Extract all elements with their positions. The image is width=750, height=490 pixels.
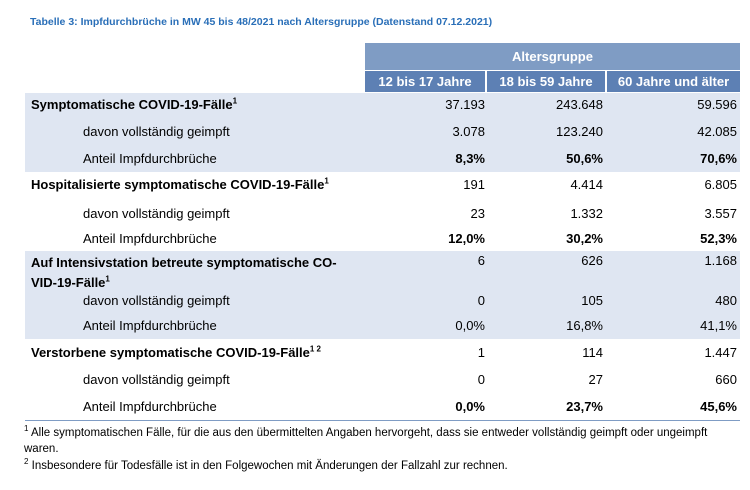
row-label: Anteil Impfdurchbrüche xyxy=(83,318,217,333)
cell-value: 27 xyxy=(588,372,603,387)
row-label: davon vollständig geimpft xyxy=(83,124,230,139)
row-label: Verstorbene symptomatische COVID-19-Fäll… xyxy=(31,344,321,360)
cell-value: 0,0% xyxy=(455,318,485,333)
cell-value: 37.193 xyxy=(445,97,485,112)
cell-value: 114 xyxy=(582,345,603,360)
cell-value: 1.332 xyxy=(570,206,603,221)
table-caption: Tabelle 3: Impfdurchbrüche in MW 45 bis … xyxy=(30,16,493,28)
cell-value: 42.085 xyxy=(697,124,737,139)
cell-value: 8,3% xyxy=(455,151,485,166)
cell-value: 41,1% xyxy=(700,318,737,333)
row-label: Anteil Impfdurchbrüche xyxy=(83,151,217,166)
cell-value: 660 xyxy=(715,372,737,387)
cell-value: 1.447 xyxy=(704,345,737,360)
section-icu: Auf Intensivstation betreute symptomatis… xyxy=(25,251,740,339)
age-group-header: Altersgruppe xyxy=(365,43,740,70)
cell-value: 123.240 xyxy=(556,124,603,139)
column-header-60-plus: 60 Jahre und älter xyxy=(607,71,740,92)
cell-value: 4.414 xyxy=(570,177,603,192)
cell-value: 23,7% xyxy=(566,399,603,414)
cell-value: 3.078 xyxy=(452,124,485,139)
footnote-2: 2 Insbesondere für Todesfälle ist in den… xyxy=(24,457,508,472)
cell-value: 191 xyxy=(463,177,485,192)
cell-value: 1 xyxy=(477,345,485,360)
row-label: Hospitalisierte symptomatische COVID-19-… xyxy=(31,176,329,192)
column-headers: 12 bis 17 Jahre 18 bis 59 Jahre 60 Jahre… xyxy=(365,71,740,92)
cell-value: 30,2% xyxy=(566,231,603,246)
column-header-18-59: 18 bis 59 Jahre xyxy=(487,71,605,92)
cell-value: 45,6% xyxy=(700,399,737,414)
cell-value: 70,6% xyxy=(700,151,737,166)
cell-value: 243.648 xyxy=(556,97,603,112)
section-symptomatic: Symptomatische COVID-19-Fälle1 37.193 24… xyxy=(25,93,740,172)
cell-value: 0,0% xyxy=(455,399,485,414)
column-header-12-17: 12 bis 17 Jahre xyxy=(365,71,485,92)
cell-value: 6 xyxy=(477,253,485,268)
cell-value: 480 xyxy=(715,293,737,308)
cell-value: 12,0% xyxy=(448,231,485,246)
cell-value: 1.168 xyxy=(704,253,737,268)
row-label: Auf Intensivstation betreute symptomatis… xyxy=(31,255,337,290)
row-label: Anteil Impfdurchbrüche xyxy=(83,399,217,414)
footnote-1: 1 Alle symptomatischen Fälle, für die au… xyxy=(24,424,708,455)
row-label: davon vollständig geimpft xyxy=(83,372,230,387)
section-deceased: Verstorbene symptomatische COVID-19-Fäll… xyxy=(25,340,740,419)
cell-value: 50,6% xyxy=(566,151,603,166)
row-label: davon vollständig geimpft xyxy=(83,293,230,308)
row-label: Symptomatische COVID-19-Fälle1 xyxy=(31,96,238,112)
row-label: Anteil Impfdurchbrüche xyxy=(83,231,217,246)
section-hospitalized: Hospitalisierte symptomatische COVID-19-… xyxy=(25,173,740,250)
cell-value: 6.805 xyxy=(704,177,737,192)
cell-value: 23 xyxy=(470,206,485,221)
cell-value: 0 xyxy=(477,293,485,308)
cell-value: 3.557 xyxy=(704,206,737,221)
cell-value: 626 xyxy=(581,253,603,268)
cell-value: 59.596 xyxy=(697,97,737,112)
cell-value: 0 xyxy=(477,372,485,387)
row-label: davon vollständig geimpft xyxy=(83,206,230,221)
table-bottom-rule xyxy=(25,420,740,421)
cell-value: 16,8% xyxy=(566,318,603,333)
cell-value: 105 xyxy=(581,293,603,308)
cell-value: 52,3% xyxy=(700,231,737,246)
